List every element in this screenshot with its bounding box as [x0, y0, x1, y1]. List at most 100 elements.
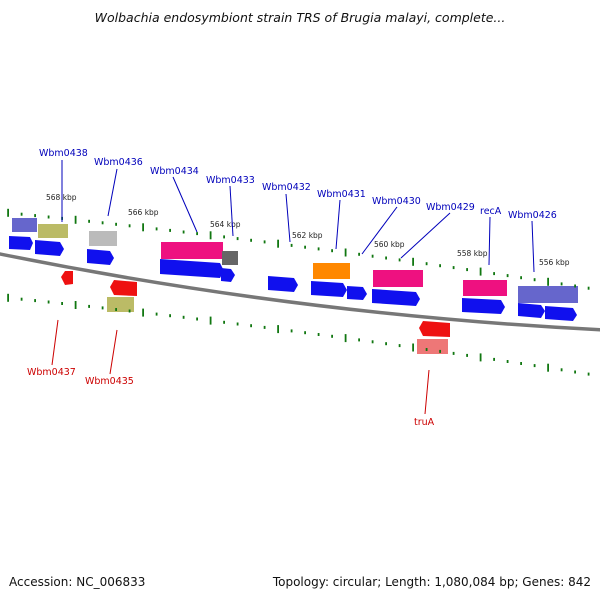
- minor-tick: [439, 349, 441, 353]
- scale-label: 560 kbp: [374, 240, 405, 249]
- minor-tick: [371, 340, 374, 344]
- gene-arrow[interactable]: [221, 268, 235, 282]
- scale-ticks: [7, 208, 590, 376]
- reverse-gene-arrow[interactable]: [61, 271, 73, 285]
- scale-label: 556 kbp: [539, 258, 570, 267]
- feature-block-slate[interactable]: [12, 218, 37, 232]
- scale-label: 568 kbp: [46, 193, 77, 202]
- minor-tick: [520, 362, 522, 365]
- scale-labels: 568 kbp 566 kbp 564 kbp 562 kbp 560 kbp …: [46, 193, 570, 267]
- feature-block-slate[interactable]: [518, 286, 578, 303]
- gene-label-wbm0433[interactable]: Wbm0433: [206, 175, 255, 186]
- major-tick: [412, 257, 414, 266]
- minor-tick: [34, 214, 36, 218]
- feature-block-olive[interactable]: [38, 224, 68, 238]
- major-tick: [277, 325, 279, 334]
- gene-arrow[interactable]: [311, 281, 347, 297]
- feature-track-top: [12, 218, 578, 303]
- major-tick: [412, 343, 414, 352]
- major-tick: [547, 277, 549, 286]
- feature-block-magenta[interactable]: [373, 270, 423, 287]
- gene-arrow[interactable]: [347, 286, 367, 300]
- forward-leader-lines: [61, 160, 535, 273]
- gene-arrow[interactable]: [9, 236, 33, 250]
- minor-tick: [466, 268, 468, 272]
- feature-block-grey[interactable]: [89, 231, 117, 246]
- minor-tick: [263, 325, 266, 329]
- minor-tick: [128, 309, 131, 313]
- minor-tick: [155, 312, 158, 316]
- minor-tick: [223, 235, 225, 239]
- gene-label-wbm0429[interactable]: Wbm0429: [426, 202, 475, 213]
- gene-label-wbm0431[interactable]: Wbm0431: [317, 189, 366, 200]
- minor-tick: [169, 314, 171, 318]
- minor-tick: [533, 278, 536, 282]
- feature-block-orange[interactable]: [313, 263, 350, 279]
- gene-arrow[interactable]: [87, 249, 114, 265]
- minor-tick: [34, 299, 36, 303]
- forward-gene-labels: Wbm0438 Wbm0436 Wbm0434 Wbm0433 Wbm0432 …: [39, 148, 557, 221]
- major-tick: [277, 239, 279, 248]
- gene-label-wbm0434[interactable]: Wbm0434: [150, 166, 199, 177]
- gene-arrow[interactable]: [372, 289, 420, 306]
- major-tick: [7, 208, 9, 217]
- minor-tick: [236, 322, 239, 326]
- gene-label-wbm0430[interactable]: Wbm0430: [372, 196, 421, 207]
- minor-tick: [587, 372, 590, 376]
- gene-label-trua[interactable]: truA: [414, 417, 435, 428]
- minor-tick: [506, 274, 509, 278]
- feature-block-darkgrey[interactable]: [222, 251, 238, 265]
- minor-tick: [101, 221, 104, 225]
- forward-gene-track: [9, 236, 577, 321]
- minor-tick: [317, 333, 320, 336]
- gene-arrow[interactable]: [545, 306, 577, 321]
- gene-label-wbm0436[interactable]: Wbm0436: [94, 157, 143, 168]
- minor-tick: [47, 215, 50, 219]
- major-tick: [74, 301, 77, 309]
- minor-tick: [425, 348, 428, 351]
- minor-tick: [182, 315, 185, 319]
- minor-tick: [128, 224, 131, 228]
- feature-block-magenta[interactable]: [463, 280, 507, 296]
- gene-label-wbm0432[interactable]: Wbm0432: [262, 182, 311, 193]
- major-tick: [344, 248, 347, 257]
- minor-tick: [250, 238, 252, 242]
- minor-tick: [520, 276, 522, 280]
- feature-block-olive[interactable]: [107, 297, 134, 312]
- major-tick: [479, 353, 482, 362]
- gene-arrow[interactable]: [518, 303, 545, 318]
- gene-label-wbm0435[interactable]: Wbm0435: [85, 376, 134, 387]
- minor-tick: [223, 320, 225, 324]
- minor-tick: [452, 266, 455, 270]
- gene-label-wbm0437[interactable]: Wbm0437: [27, 367, 76, 378]
- minor-tick: [331, 334, 333, 338]
- reverse-gene-arrow[interactable]: [110, 280, 137, 296]
- scale-label: 562 kbp: [292, 231, 323, 240]
- gene-arrow[interactable]: [160, 259, 224, 278]
- minor-tick: [466, 353, 468, 357]
- gene-label-wbm0426[interactable]: Wbm0426: [508, 210, 557, 221]
- gene-arrow[interactable]: [268, 276, 298, 292]
- feature-block-magenta[interactable]: [161, 242, 223, 259]
- major-tick: [209, 316, 212, 325]
- minor-tick: [263, 240, 266, 244]
- minor-tick: [169, 228, 171, 232]
- gene-arrow[interactable]: [462, 298, 505, 314]
- reverse-gene-arrow[interactable]: [419, 321, 450, 337]
- gene-label-reca[interactable]: recA: [480, 206, 502, 217]
- minor-tick: [385, 256, 387, 260]
- feature-block-pink[interactable]: [417, 339, 448, 354]
- gene-label-wbm0438[interactable]: Wbm0438: [39, 148, 88, 159]
- minor-tick: [452, 351, 455, 355]
- minor-tick: [358, 252, 360, 256]
- minor-tick: [560, 368, 563, 372]
- reverse-leader-lines: [51, 319, 430, 415]
- reverse-gene-labels: Wbm0437 Wbm0435 truA: [27, 367, 435, 428]
- scale-label: 566 kbp: [128, 208, 159, 217]
- minor-tick: [250, 324, 252, 328]
- major-tick: [74, 215, 77, 224]
- minor-tick: [439, 264, 441, 268]
- gene-arrow[interactable]: [35, 240, 64, 256]
- minor-tick: [493, 272, 495, 276]
